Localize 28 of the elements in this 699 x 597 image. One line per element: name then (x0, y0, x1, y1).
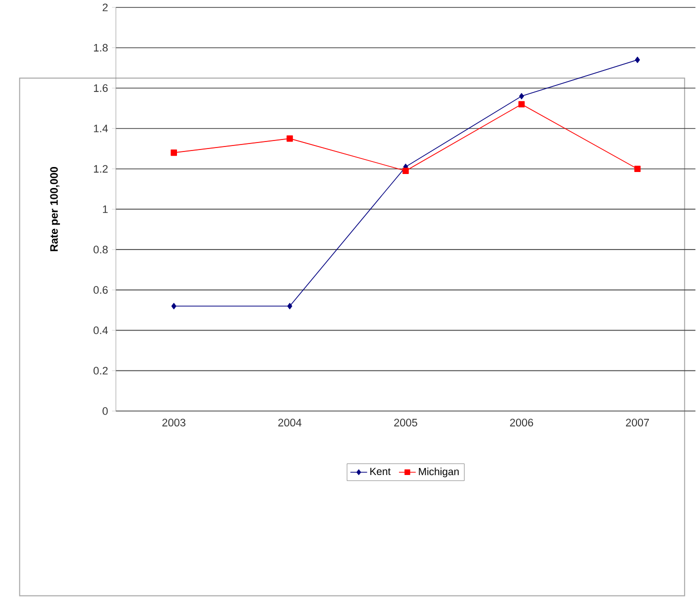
y-tick-label: 0.4 (94, 326, 108, 334)
y-tick-label: 1 (102, 206, 108, 214)
x-tick-label: 2006 (510, 418, 534, 427)
point (287, 303, 292, 310)
y-tick-label: 2 (102, 4, 108, 12)
y-tick-label: 1.2 (94, 165, 108, 173)
point (634, 166, 641, 172)
point (286, 136, 293, 142)
point (519, 93, 524, 100)
y-tick-label: 0 (102, 407, 108, 416)
x-tick-label: 2003 (162, 418, 186, 427)
legend-label: Kent (370, 468, 391, 476)
point (518, 101, 525, 108)
y-tick-label: 1.4 (94, 124, 108, 132)
y-tick-label: 0.6 (94, 286, 108, 294)
legend-label: Michigan (418, 468, 459, 478)
y-tick-label: 0.8 (94, 246, 108, 254)
x-tick-label: 2005 (394, 418, 418, 427)
y-tick-label: 1.6 (94, 84, 108, 92)
x-tick-label: 2004 (278, 418, 302, 427)
y-tick-label: 0.2 (94, 366, 108, 375)
point (402, 168, 409, 174)
x-tick-label: 2007 (626, 418, 649, 427)
point (635, 56, 640, 64)
y-axis-title: Rate per 100,000 (50, 167, 60, 252)
point (171, 303, 176, 310)
point (170, 150, 177, 156)
y-tick-label: 1.8 (94, 44, 108, 52)
